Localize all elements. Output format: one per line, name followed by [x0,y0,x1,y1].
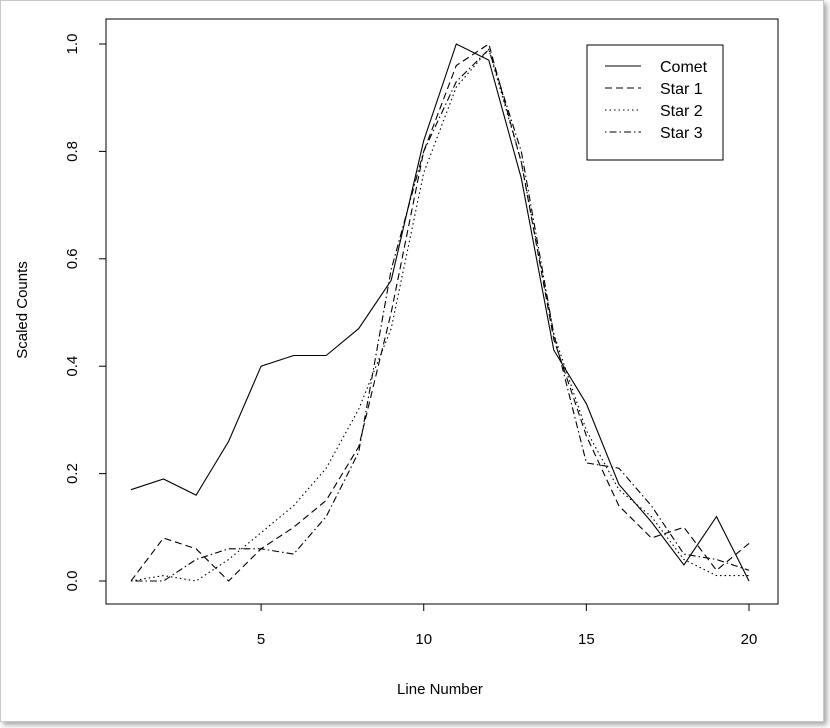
plot-box [105,18,779,605]
series-line-star-1 [130,43,750,582]
legend-box [586,44,724,161]
legend: Comet Star 1 Star 2 Star 3 [586,44,724,161]
series-layer [130,43,750,582]
x-tick-label: 15 [578,631,595,648]
x-tick-label: 10 [415,631,432,648]
x-axis-label: Line Number [397,681,483,698]
line-chart: 0.0 0.2 0.4 0.6 0.8 1.0 5 10 15 20 Line Number S… [14,18,779,698]
y-tick-label: 0.0 [64,571,81,592]
y-tick-label: 1.0 [64,34,81,55]
legend-label: Star 1 [660,81,703,98]
legend-label: Comet [660,59,708,76]
y-tick-label: 0.2 [64,463,81,484]
y-tick-label: 0.4 [64,356,81,377]
x-tick-label: 5 [257,631,265,648]
y-axis-label: Scaled Counts [14,261,31,359]
y-tick-label: 0.6 [64,248,81,269]
y-axis: 0.0 0.2 0.4 0.6 0.8 1.0 [64,34,106,592]
legend-label: Star 2 [660,103,703,120]
y-tick-label: 0.8 [64,141,81,162]
series-line-star-3 [131,48,750,582]
x-axis: 5 10 15 20 [257,604,757,648]
series-line-comet [130,43,750,582]
legend-label: Star 3 [660,125,703,142]
x-tick-label: 20 [741,631,758,648]
